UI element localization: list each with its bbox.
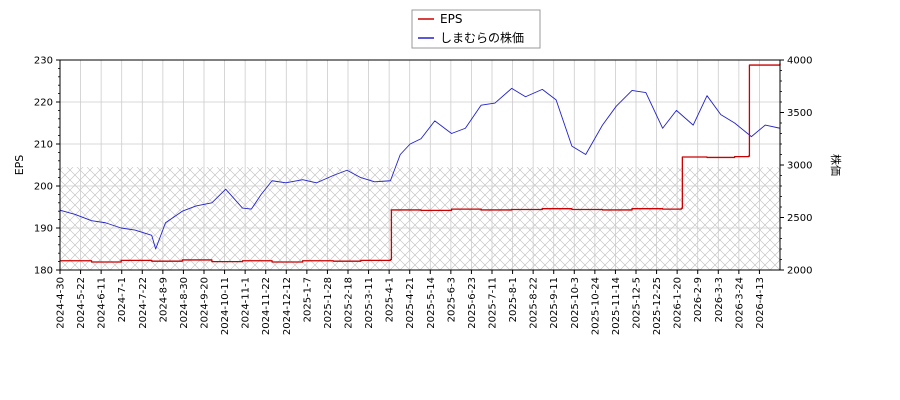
legend-label-eps: EPS bbox=[440, 12, 462, 26]
x-tick-label: 2026-2-9 bbox=[693, 277, 704, 322]
right-y-axis-title: 株価 bbox=[829, 154, 843, 176]
legend: EPS しまむらの株価 bbox=[411, 9, 541, 49]
x-tick-label: 2024-12-12 bbox=[282, 277, 293, 335]
x-tick-label: 2025-6-3 bbox=[446, 277, 457, 322]
x-tick-label: 2025-12-5 bbox=[632, 277, 643, 329]
x-tick-label: 2026-3-3 bbox=[714, 277, 725, 322]
x-tick-label: 2024-10-11 bbox=[220, 277, 231, 335]
x-tick-label: 2025-4-21 bbox=[405, 277, 416, 329]
left-y-tick-label: 210 bbox=[34, 140, 53, 151]
right-y-axis: 2000 2500 3000 3500 4000 bbox=[780, 56, 812, 277]
right-y-tick-label: 4000 bbox=[787, 56, 812, 67]
x-tick-label: 2024-6-11 bbox=[97, 277, 108, 329]
x-tick-label: 2025-4-1 bbox=[385, 277, 396, 322]
x-tick-label: 2026-4-13 bbox=[755, 277, 766, 329]
legend-label-stock-price: しまむらの株価 bbox=[440, 30, 524, 45]
x-tick-label: 2024-11-22 bbox=[261, 277, 272, 335]
x-tick-label: 2025-10-24 bbox=[590, 277, 601, 335]
x-tick-label: 2025-6-23 bbox=[467, 277, 478, 329]
x-tick-label: 2024-5-22 bbox=[76, 277, 87, 329]
x-tick-label: 2025-8-1 bbox=[508, 277, 519, 322]
x-tick-label: 2024-4-30 bbox=[56, 277, 67, 329]
x-tick-label: 2025-3-11 bbox=[364, 277, 375, 329]
x-tick-label: 2025-2-18 bbox=[344, 277, 355, 329]
left-y-tick-label: 190 bbox=[34, 224, 53, 235]
left-y-axis: 180 190 200 210 220 230 bbox=[34, 56, 60, 277]
x-tick-label: 2025-8-22 bbox=[529, 277, 540, 329]
x-tick-label: 2024-8-30 bbox=[179, 277, 190, 329]
series-line-stock-price bbox=[59, 87, 781, 250]
x-tick-label: 2025-7-11 bbox=[488, 277, 499, 329]
x-tick-label: 2025-9-11 bbox=[549, 277, 560, 329]
x-tick-label: 2026-3-24 bbox=[734, 277, 745, 329]
right-y-tick-label: 3000 bbox=[787, 161, 812, 172]
series-layer bbox=[59, 63, 781, 263]
legend-box bbox=[411, 9, 541, 49]
x-tick-label: 2025-1-7 bbox=[302, 277, 313, 322]
right-y-tick-label: 2000 bbox=[787, 266, 812, 277]
x-tick-label: 2024-7-22 bbox=[138, 277, 149, 329]
hatched-band bbox=[60, 167, 780, 270]
right-y-tick-label: 2500 bbox=[787, 213, 812, 224]
x-tick-label: 2026-1-20 bbox=[673, 277, 684, 329]
x-tick-label: 2025-11-14 bbox=[611, 277, 622, 335]
right-y-tick-label: 3500 bbox=[787, 108, 812, 119]
x-tick-label: 2025-10-3 bbox=[570, 277, 581, 329]
x-tick-label: 2024-8-9 bbox=[158, 277, 169, 322]
left-y-tick-label: 180 bbox=[34, 266, 53, 277]
x-tick-label: 2024-11-1 bbox=[241, 277, 252, 329]
left-y-tick-label: 200 bbox=[34, 182, 53, 193]
x-tick-label: 2025-12-25 bbox=[652, 277, 663, 335]
series-line-eps bbox=[60, 63, 781, 263]
x-axis: 2024-4-30 2024-5-22 2024-6-11 2024-7-1 2024-… bbox=[56, 270, 766, 335]
x-tick-label: 2024-9-20 bbox=[200, 277, 211, 329]
x-tick-label: 2025-5-14 bbox=[426, 277, 437, 329]
left-y-tick-label: 220 bbox=[34, 98, 53, 109]
x-tick-label: 2025-1-28 bbox=[323, 277, 334, 329]
left-y-axis-title: EPS bbox=[13, 155, 26, 176]
left-y-tick-label: 230 bbox=[34, 56, 53, 67]
x-tick-label: 2024-7-1 bbox=[117, 277, 128, 322]
